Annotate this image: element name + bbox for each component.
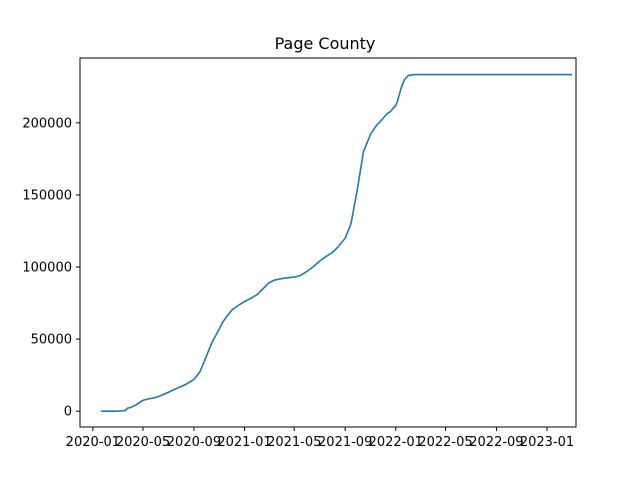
x-tick-label: 2020-01 bbox=[66, 435, 120, 450]
y-tick-label: 0 bbox=[64, 405, 72, 420]
chart-title: Page County bbox=[275, 34, 376, 53]
x-tick-label: 2021-09 bbox=[318, 435, 372, 450]
x-tick-label: 2020-05 bbox=[116, 435, 170, 450]
y-tick-label: 150000 bbox=[22, 188, 72, 203]
x-tick-label: 2022-05 bbox=[418, 435, 472, 450]
x-axis-ticks: 2020-012020-052020-092021-012021-052021-… bbox=[66, 427, 574, 450]
y-tick-label: 50000 bbox=[31, 333, 72, 348]
y-axis-ticks: 0 50000 100000 150000 200000 bbox=[22, 116, 80, 420]
y-tick-label: 100000 bbox=[22, 261, 72, 276]
x-tick-label: 2022-09 bbox=[469, 435, 523, 450]
y-tick-label: 200000 bbox=[22, 116, 72, 131]
x-tick-label: 2021-05 bbox=[267, 435, 321, 450]
x-tick-label: 2022-01 bbox=[369, 435, 423, 450]
plot-frame bbox=[79, 57, 577, 428]
x-tick-label: 2023-01 bbox=[520, 435, 574, 450]
series-line bbox=[100, 73, 573, 412]
x-tick-label: 2020-09 bbox=[167, 435, 221, 450]
x-tick-label: 2021-01 bbox=[217, 435, 271, 450]
